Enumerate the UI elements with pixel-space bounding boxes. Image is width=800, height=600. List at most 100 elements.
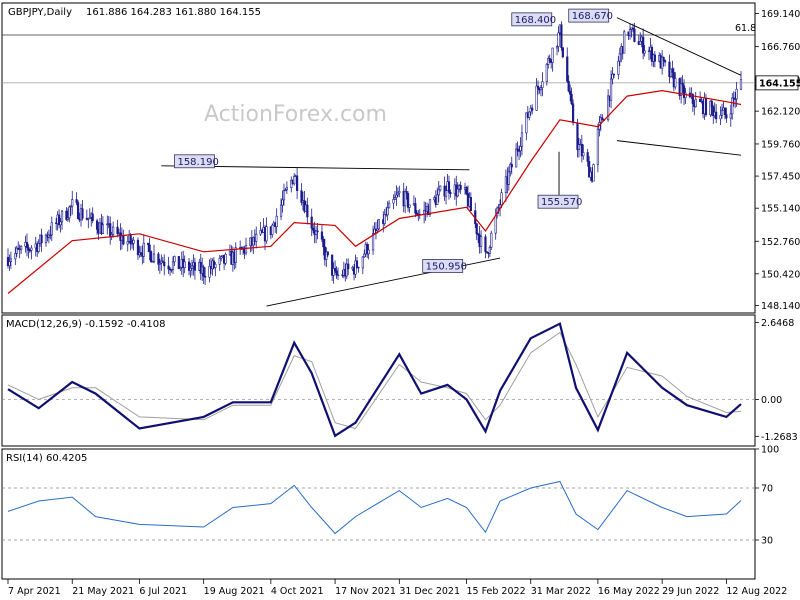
- candle-body-up: [377, 219, 380, 230]
- candle: [566, 47, 569, 83]
- candle: [345, 258, 348, 280]
- candle-body-up: [628, 29, 632, 36]
- candle-body-up: [71, 199, 74, 207]
- candle-body-down: [704, 97, 708, 116]
- candle-body-down: [326, 251, 329, 256]
- candle: [296, 167, 299, 200]
- candle: [504, 169, 508, 202]
- candle-body-down: [91, 213, 94, 221]
- candle-body-down: [477, 233, 480, 236]
- candle-body-up: [354, 260, 357, 275]
- candle: [14, 246, 17, 266]
- candle-body-up: [709, 100, 712, 116]
- candle: [739, 71, 743, 91]
- candle: [371, 225, 375, 255]
- candle-body-up: [332, 268, 335, 276]
- macd-signal-line: [7, 331, 742, 430]
- candle-body-up: [643, 50, 646, 54]
- price-tick-label: 155.140: [761, 204, 800, 215]
- candle: [516, 141, 519, 157]
- candle-body-up: [18, 248, 21, 251]
- candle-body-down: [567, 81, 570, 92]
- candle: [332, 262, 335, 284]
- candle: [623, 29, 626, 54]
- last-price-tag: [755, 75, 799, 91]
- candle: [18, 244, 21, 259]
- candle-body-up: [528, 111, 531, 118]
- candle: [136, 237, 140, 261]
- annotation-box: [568, 8, 610, 23]
- candle-body-up: [408, 204, 411, 208]
- candle: [469, 192, 472, 212]
- candle-body-up: [224, 253, 227, 264]
- candle-body-up: [281, 199, 284, 206]
- candle-body-down: [49, 234, 52, 236]
- candle: [281, 190, 284, 213]
- candle-body-down: [580, 143, 583, 157]
- candle: [428, 198, 432, 217]
- candle-body-up: [183, 261, 186, 268]
- candle: [674, 72, 677, 90]
- candle: [449, 189, 452, 198]
- candle-body-up: [87, 218, 90, 220]
- candle: [465, 186, 468, 196]
- candle-body-down: [681, 83, 684, 87]
- candle: [408, 204, 411, 213]
- candle-body-down: [149, 251, 153, 263]
- candle-body-up: [680, 83, 683, 96]
- candle: [158, 258, 161, 274]
- candle-body-up: [669, 68, 673, 77]
- candle-body-up: [392, 199, 395, 204]
- price-header-symbol: GBPJPY,Daily: [8, 7, 72, 18]
- candle-body-down: [296, 175, 299, 191]
- candle: [112, 221, 115, 238]
- x-tick-label: 31 Mar 2022: [531, 586, 591, 597]
- candle: [444, 185, 448, 205]
- candle: [383, 208, 386, 226]
- candle: [37, 239, 40, 254]
- candle: [618, 47, 621, 67]
- candle: [509, 162, 512, 177]
- candle-body-up: [112, 226, 115, 235]
- candle-body-down: [163, 261, 166, 267]
- candle-body-down: [571, 103, 575, 124]
- price-tick-label: 162.120: [761, 107, 800, 118]
- candle: [132, 236, 135, 251]
- candle-body-down: [187, 261, 191, 271]
- candle: [577, 137, 581, 158]
- candle-body-up: [694, 98, 697, 108]
- candle: [171, 256, 175, 275]
- candle-body-up: [336, 274, 340, 276]
- candle: [347, 258, 350, 276]
- candle: [40, 228, 43, 252]
- candle-body-up: [525, 112, 528, 134]
- candle: [255, 226, 258, 249]
- candle: [661, 50, 664, 75]
- candle-body-up: [376, 228, 379, 231]
- candle: [456, 182, 459, 198]
- candle: [91, 207, 94, 224]
- candle: [81, 200, 84, 221]
- candle-body-up: [126, 241, 129, 245]
- annotation-label: 155.570: [541, 197, 582, 208]
- candle: [275, 208, 278, 234]
- candle-body-down: [147, 242, 150, 246]
- candle: [149, 250, 153, 263]
- candle-body-down: [357, 266, 360, 269]
- candle-body-up: [8, 261, 11, 267]
- candle-body-up: [739, 79, 743, 90]
- candle: [366, 242, 369, 259]
- macd-panel: [1, 314, 756, 447]
- candle: [333, 260, 337, 273]
- candle-body-up: [173, 256, 176, 263]
- candle: [535, 78, 538, 111]
- price-annotation: 155.570: [537, 194, 582, 209]
- candle-body-down: [335, 270, 338, 276]
- price-layer: 61.8 158.190 168.400 168.670 155.570 150.950 1…: [2, 8, 800, 312]
- candle-body-up: [30, 247, 33, 251]
- candle-body-up: [37, 243, 40, 252]
- candle-body-up: [151, 261, 154, 263]
- candle: [642, 28, 645, 60]
- candle-body-down: [663, 60, 667, 63]
